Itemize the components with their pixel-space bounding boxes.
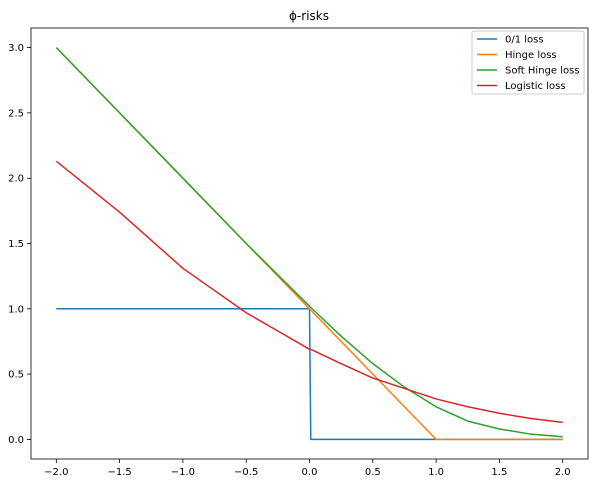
x-tick-label-6: 1.0 xyxy=(428,467,444,478)
y-axis: 0.0 0.5 1.0 1.5 2.0 2.5 3.0 xyxy=(8,43,31,446)
x-tick-label-1: −1.5 xyxy=(107,467,131,478)
x-tick-label-7: 1.5 xyxy=(491,467,507,478)
x-tick-label-4: 0.0 xyxy=(302,467,318,478)
y-tick-label-1: 0.5 xyxy=(8,370,24,381)
x-tick-label-3: −0.5 xyxy=(234,467,258,478)
legend-label-3: Logistic loss xyxy=(505,81,566,92)
legend-label-0: 0/1 loss xyxy=(505,35,544,46)
legend: 0/1 loss Hinge loss Soft Hinge loss Logisti… xyxy=(472,31,584,94)
legend-label-2: Soft Hinge loss xyxy=(505,66,580,77)
x-axis: −2.0 −1.5 −1.0 −0.5 0.0 0.5 1.0 1.5 2.0 xyxy=(44,459,570,478)
y-tick-label-6: 3.0 xyxy=(8,43,24,54)
x-tick-label-5: 0.5 xyxy=(365,467,381,478)
x-tick-label-2: −1.0 xyxy=(171,467,195,478)
y-tick-label-5: 2.5 xyxy=(8,108,24,119)
legend-label-1: Hinge loss xyxy=(505,50,557,61)
y-tick-label-2: 1.0 xyxy=(8,304,24,315)
y-tick-label-4: 2.0 xyxy=(8,174,24,185)
x-tick-label-0: −2.0 xyxy=(44,467,68,478)
x-tick-label-8: 2.0 xyxy=(555,467,571,478)
chart-title: ϕ-risks xyxy=(289,9,329,23)
y-tick-label-3: 1.5 xyxy=(8,239,24,250)
y-tick-label-0: 0.0 xyxy=(8,435,24,446)
